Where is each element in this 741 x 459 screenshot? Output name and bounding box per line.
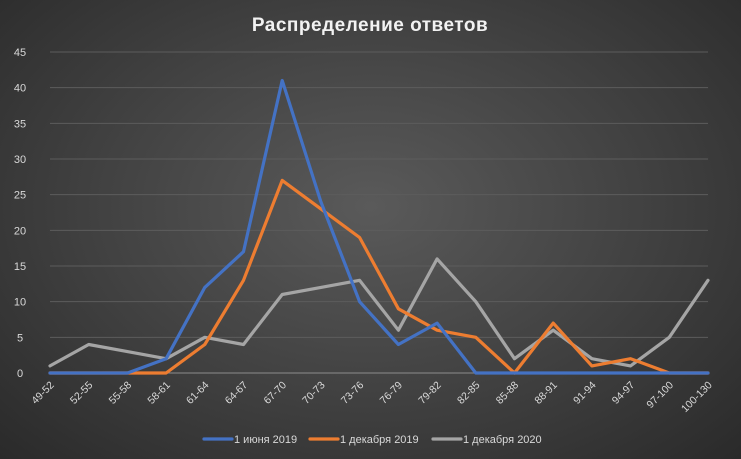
- x-tick-label: 97-100: [644, 379, 676, 411]
- y-tick-label: 15: [14, 261, 26, 273]
- series-line: [48, 257, 710, 368]
- x-tick-label: 73-76: [339, 379, 367, 407]
- series-lines: [48, 78, 710, 375]
- legend-label: 1 июня 2019: [234, 434, 297, 446]
- x-tick-label: 52-55: [68, 379, 96, 407]
- x-tick-label: 85-88: [494, 379, 522, 407]
- x-tick-label: 49-52: [29, 379, 57, 407]
- y-tick-label: 40: [14, 83, 26, 95]
- series-line: [48, 78, 710, 375]
- y-tick-label: 35: [14, 118, 26, 130]
- y-tick-label: 30: [14, 154, 26, 166]
- legend-label: 1 декабря 2019: [340, 434, 419, 446]
- x-tick-label: 64-67: [223, 379, 251, 407]
- y-axis-ticks: 0 5 10 15 20 25 30 35 40 45: [14, 47, 26, 380]
- chart-title: Распределение ответов: [252, 15, 488, 36]
- y-tick-label: 0: [17, 368, 23, 380]
- legend-label: 1 декабря 2020: [463, 434, 542, 446]
- x-tick-label: 55-58: [107, 379, 135, 407]
- legend: 1 июня 2019 1 декабря 2019 1 декабря 2020: [202, 434, 542, 446]
- x-tick-label: 91-94: [571, 379, 599, 407]
- x-axis-ticks: 49-52 52-55 55-58 58-61 61-64 64-67 67-70 70-73…: [29, 379, 715, 415]
- y-tick-label: 10: [14, 297, 26, 309]
- x-tick-label: 94-97: [610, 379, 638, 407]
- x-tick-label: 76-79: [378, 379, 406, 407]
- x-tick-label: 100-130: [679, 379, 715, 415]
- y-tick-label: 25: [14, 190, 26, 202]
- series-line: [48, 178, 710, 375]
- x-tick-label: 58-61: [145, 379, 173, 407]
- x-tick-label: 82-85: [455, 379, 483, 407]
- y-tick-label: 20: [14, 225, 26, 237]
- gridlines: [50, 51, 708, 374]
- x-tick-label: 70-73: [300, 379, 328, 407]
- x-tick-label: 88-91: [532, 379, 560, 407]
- x-tick-label: 67-70: [261, 379, 289, 407]
- x-tick-label: 61-64: [184, 379, 212, 407]
- x-tick-label: 79-82: [416, 379, 444, 407]
- y-tick-label: 5: [17, 332, 23, 344]
- y-tick-label: 45: [14, 47, 26, 59]
